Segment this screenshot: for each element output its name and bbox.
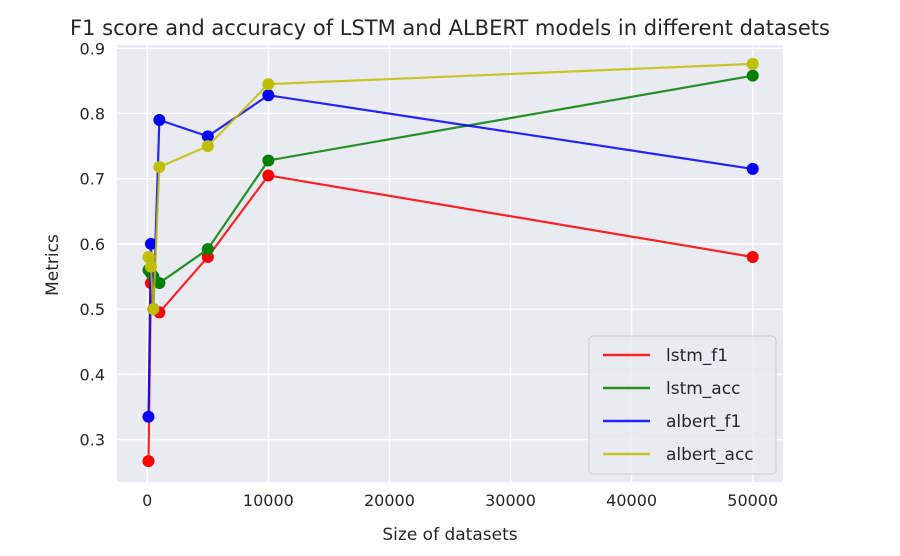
data-point-albert_f1 bbox=[746, 162, 759, 175]
data-point-albert_acc bbox=[144, 260, 157, 273]
legend-box bbox=[588, 335, 777, 475]
x-tick-label: 30000 bbox=[485, 491, 536, 510]
legend-label-albert_acc: albert_acc bbox=[666, 445, 754, 465]
chart-title: F1 score and accuracy of LSTM and ALBERT… bbox=[70, 16, 830, 40]
x-axis-label: Size of datasets bbox=[382, 525, 517, 545]
x-tick-label: 10000 bbox=[243, 491, 294, 510]
y-tick-label: 0.6 bbox=[80, 235, 105, 254]
y-axis-ticks: 0.3 0.4 0.5 0.6 0.7 0.8 0.9 bbox=[80, 39, 105, 449]
x-tick-label: 40000 bbox=[606, 491, 657, 510]
y-tick-label: 0.9 bbox=[80, 39, 105, 58]
y-tick-label: 0.8 bbox=[80, 104, 105, 123]
data-point-albert_f1 bbox=[142, 410, 155, 423]
legend: lstm_f1 lstm_acc albert_f1 albert_acc bbox=[588, 335, 777, 475]
data-point-albert_acc bbox=[262, 78, 275, 91]
y-tick-label: 0.7 bbox=[80, 170, 105, 189]
data-point-lstm_f1 bbox=[142, 455, 155, 468]
y-tick-label: 0.4 bbox=[80, 365, 105, 384]
data-point-lstm_acc bbox=[153, 277, 166, 290]
legend-label-albert_f1: albert_f1 bbox=[666, 412, 741, 432]
series-albert_acc bbox=[142, 57, 759, 316]
legend-label-lstm_f1: lstm_f1 bbox=[666, 346, 728, 366]
data-point-albert_f1 bbox=[201, 130, 214, 143]
x-tick-label: 20000 bbox=[364, 491, 415, 510]
y-tick-label: 0.3 bbox=[80, 431, 105, 450]
series-layer bbox=[142, 57, 759, 468]
data-point-albert_acc bbox=[746, 57, 759, 70]
data-point-albert_f1 bbox=[144, 237, 157, 250]
data-point-lstm_f1 bbox=[746, 250, 759, 263]
data-point-albert_f1 bbox=[262, 89, 275, 102]
x-tick-label: 0 bbox=[142, 491, 152, 510]
x-tick-label: 50000 bbox=[727, 491, 778, 510]
x-axis-ticks: 0 10000 20000 30000 40000 50000 bbox=[142, 491, 778, 510]
data-point-lstm_acc bbox=[746, 69, 759, 82]
data-point-albert_acc bbox=[153, 160, 166, 173]
data-point-albert_acc bbox=[201, 140, 214, 153]
data-point-albert_f1 bbox=[153, 114, 166, 127]
y-tick-label: 0.5 bbox=[80, 300, 105, 319]
y-axis-label: Metrics bbox=[43, 234, 63, 296]
data-point-albert_acc bbox=[142, 250, 155, 263]
data-point-lstm_f1 bbox=[262, 169, 275, 182]
data-point-lstm_acc bbox=[262, 154, 275, 167]
legend-label-lstm_acc: lstm_acc bbox=[666, 379, 740, 399]
data-point-albert_acc bbox=[147, 303, 160, 316]
data-point-lstm_acc bbox=[201, 243, 214, 256]
